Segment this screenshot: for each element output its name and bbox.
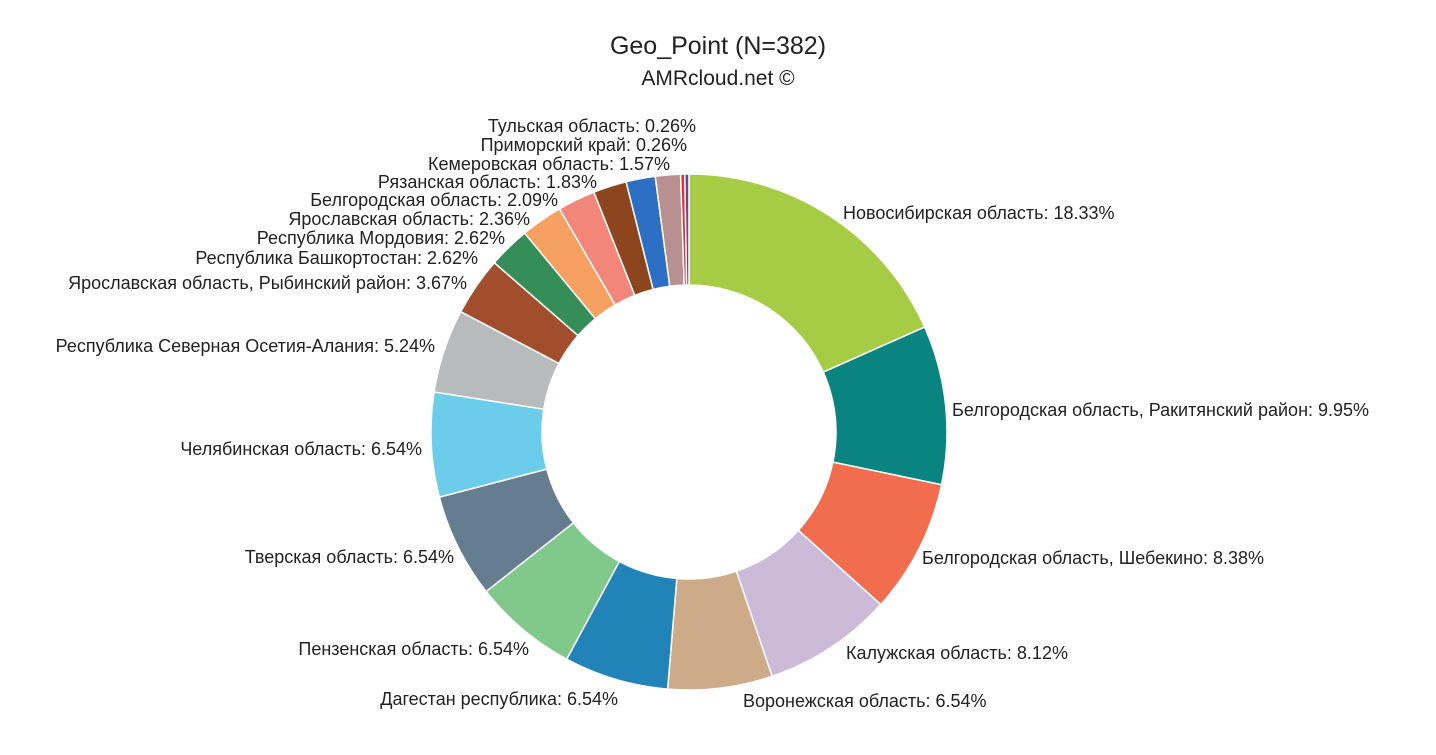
slice-label-8: Тверская область: 6.54%	[245, 547, 454, 567]
labels-layer: Новосибирская область: 18.33% Белгородска…	[56, 116, 1369, 711]
slice-label-9: Челябинская область: 6.54%	[180, 439, 422, 459]
slice-label-15: Белгородская область: 2.09%	[310, 190, 558, 210]
slice-label-19: Тульская область: 0.26%	[488, 116, 696, 136]
slice-label-7: Пензенская область: 6.54%	[298, 639, 529, 659]
slice-label-17: Кемеровская область: 1.57%	[428, 154, 670, 174]
slice-label-10: Республика Северная Осетия-Алания: 5.24%	[56, 336, 435, 356]
slice-label-2: Белгородская область, Ракитянский район:…	[952, 400, 1369, 420]
slice-1	[688, 173, 926, 374]
slice-label-3: Белгородская область, Шебекино: 8.38%	[922, 548, 1264, 568]
slice-label-13: Республика Мордовия: 2.62%	[257, 228, 505, 248]
slice-label-4: Калужская область: 8.12%	[846, 643, 1068, 663]
slice-label-6: Дагестан республика: 6.54%	[380, 689, 618, 709]
slice-label-12: Республика Башкортостан: 2.62%	[195, 248, 478, 268]
chart-subtitle: AMRcloud.net ©	[641, 67, 795, 90]
slice-label-1: Новосибирская область: 18.33%	[843, 203, 1115, 223]
slice-label-16: Рязанская область: 1.83%	[378, 172, 597, 192]
chart-title: Geo_Point (N=382)	[609, 32, 827, 60]
slice-label-18: Приморский край: 0.26%	[481, 135, 687, 155]
slice-label-5: Воронежская область: 6.54%	[743, 691, 987, 711]
slice-label-14: Ярославская область: 2.36%	[288, 209, 530, 229]
slice-19	[684, 173, 690, 286]
slice-label-11: Ярославская область, Рыбинский район: 3.…	[68, 273, 467, 293]
slices-layer	[430, 173, 948, 691]
